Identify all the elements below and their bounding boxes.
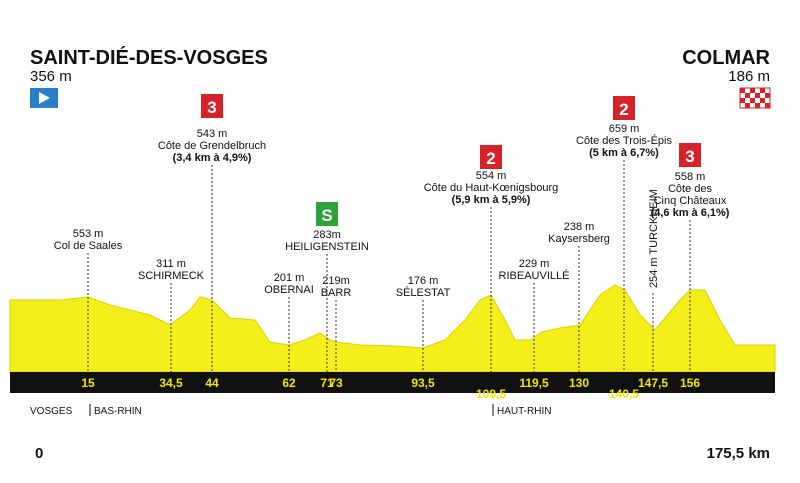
waypoint-label: BARR (321, 287, 352, 299)
km-label: 119,5 (519, 376, 549, 390)
flag-square (740, 98, 745, 103)
flag-square (755, 98, 760, 103)
badge (613, 96, 635, 120)
distance-end: 175,5 km (707, 445, 770, 462)
flag-square (765, 88, 770, 93)
waypoint-label: Côte de Grendelbruch (158, 140, 266, 152)
km-label: 156 (680, 376, 700, 390)
flag-square (765, 98, 770, 103)
waypoint-label: 283m (313, 229, 341, 241)
waypoint-label: 554 m (476, 170, 507, 182)
start-name: SAINT-DIÉ-DES-VOSGES (30, 46, 268, 69)
start-icon (30, 88, 58, 108)
waypoint-label: 238 m (564, 221, 595, 233)
badge-label: S (321, 206, 332, 225)
waypoint-label: (4,6 km à 6,1%) (651, 207, 730, 219)
flag-square (740, 93, 745, 98)
km-label: 147,5 (638, 376, 668, 390)
badge-label: 2 (486, 149, 495, 168)
km-label: 93,5 (411, 376, 435, 390)
finish-altitude: 186 m (728, 68, 770, 85)
flag-square (760, 98, 765, 103)
flag-square (745, 93, 750, 98)
region-label: BAS-RHIN (94, 406, 142, 417)
flag-square (740, 88, 745, 93)
waypoint-label: Cinq Châteaux (654, 195, 727, 207)
waypoint-label: SCHIRMECK (138, 270, 205, 282)
km-label: 73 (329, 376, 343, 390)
flag-square (750, 93, 755, 98)
km-band (10, 372, 775, 393)
waypoint-label: 553 m (73, 228, 104, 240)
waypoint-label: (5,9 km à 5,9%) (452, 194, 531, 206)
waypoint-label: 659 m (609, 123, 640, 135)
waypoint-label: 311 m (156, 258, 186, 270)
finish-name: COLMAR (682, 47, 770, 69)
badge (679, 143, 701, 167)
km-label: 109,5 (476, 387, 506, 401)
region-label: VOSGES (30, 406, 73, 417)
flag-square (745, 103, 750, 108)
profile (9, 284, 776, 373)
flag-border (739, 87, 771, 109)
km-label: 62 (282, 376, 296, 390)
waypoint-label: 219m (322, 275, 350, 287)
flag-square (760, 103, 765, 108)
flag-square (765, 93, 770, 98)
waypoint-label: Côte des Trois-Épis (576, 134, 672, 147)
flag-square (750, 103, 755, 108)
waypoint-label: 176 m (408, 275, 439, 287)
flag-square (760, 88, 765, 93)
region-label: HAUT-RHIN (497, 406, 551, 417)
waypoint-label: RIBEAUVILLÉ (499, 269, 570, 282)
badge-label: 3 (207, 98, 216, 117)
flag-square (755, 93, 760, 98)
km-label: 15 (81, 376, 95, 390)
waypoint-label: Col de Saales (54, 240, 123, 252)
flag-square (755, 103, 760, 108)
flag-square (755, 88, 760, 93)
waypoint-label: HEILIGENSTEIN (285, 241, 369, 253)
start-altitude: 356 m (30, 68, 72, 85)
badge (201, 94, 223, 118)
flag-square (760, 93, 765, 98)
badge (316, 202, 338, 226)
km-label: 34,5 (159, 376, 183, 390)
badge-label: 2 (619, 100, 628, 119)
flag-square (745, 98, 750, 103)
distance-start: 0 (35, 445, 43, 462)
waypoint-label: (3,4 km à 4,9%) (173, 152, 252, 164)
waypoint-label: Côte du Haut-Kœnigsbourg (424, 182, 559, 194)
waypoint-label: (5 km à 6,7%) (589, 147, 659, 159)
waypoint-label: OBERNAI (264, 284, 314, 296)
waypoint-label: 254 m TURCKHEIM (648, 189, 660, 288)
km-label: 140,5 (609, 387, 639, 401)
flag-square (740, 103, 745, 108)
waypoint-label: 229 m (519, 258, 550, 270)
km-label: 71 (320, 376, 334, 390)
waypoint-label: Côte des (668, 183, 713, 195)
badge (480, 145, 502, 169)
flag-square (750, 88, 755, 93)
label-bg (645, 182, 659, 292)
flag-square (750, 98, 755, 103)
waypoint-label: 201 m (274, 272, 305, 284)
flag-square (765, 103, 770, 108)
waypoint-label: Kaysersberg (548, 233, 610, 245)
waypoint-label: SÉLESTAT (396, 286, 451, 299)
finish-icon (739, 87, 771, 109)
km-label: 44 (205, 376, 219, 390)
waypoint-label: 543 m (197, 128, 228, 140)
flag-square (745, 88, 750, 93)
km-label: 130 (569, 376, 589, 390)
badge-label: 3 (685, 147, 694, 166)
waypoint-label: 558 m (675, 171, 706, 183)
